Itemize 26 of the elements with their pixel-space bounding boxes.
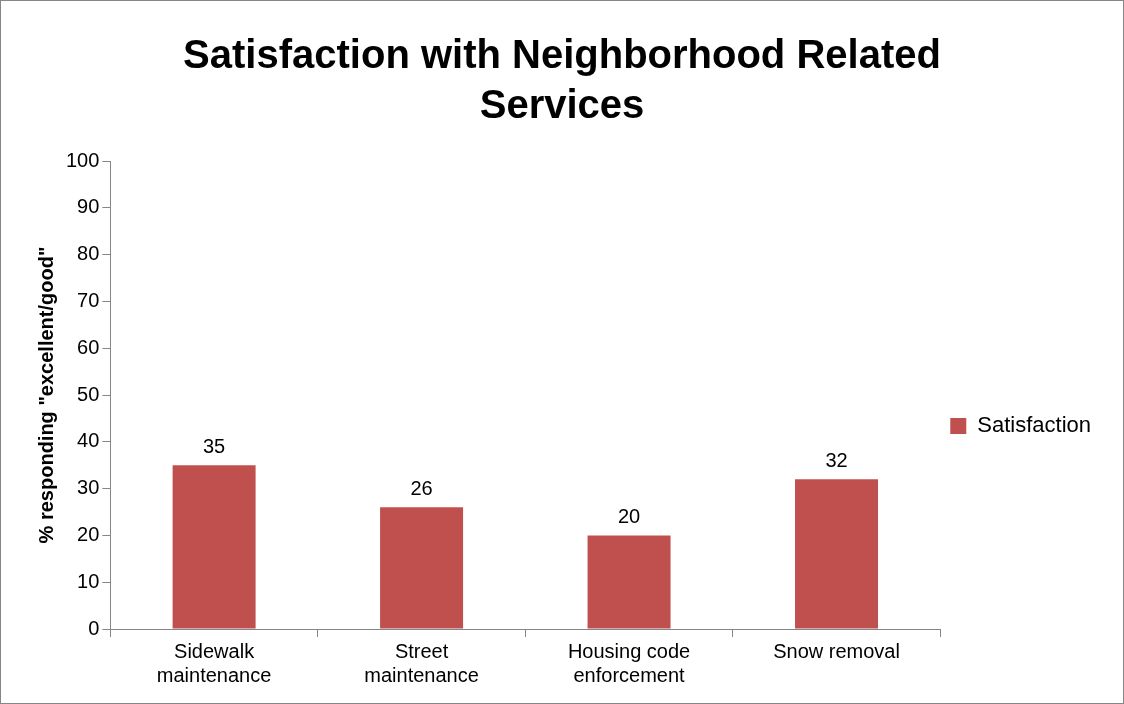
bar: [172, 465, 256, 629]
chart-title: Satisfaction with Neighborhood Related Services: [182, 31, 942, 128]
legend-label: Satisfaction: [977, 412, 1092, 438]
x-tick-label: Street maintenance: [364, 639, 479, 686]
bar: [380, 507, 464, 629]
y-tick-label: 60: [77, 335, 100, 358]
y-tick-label: 80: [77, 242, 100, 265]
data-label: 20: [617, 504, 641, 527]
y-tick-label: 30: [77, 476, 100, 499]
y-tick-label: 90: [77, 195, 100, 218]
data-label: 32: [825, 448, 848, 471]
x-tick-label: Sidewalk maintenance: [156, 639, 272, 686]
y-axis-title: % responding "excellent/good": [34, 246, 57, 544]
x-tick-label: Housing code enforcement: [567, 639, 691, 686]
y-tick-label: 50: [77, 382, 100, 405]
bar: [587, 535, 671, 629]
data-label: 35: [202, 434, 226, 457]
data-label: 26: [410, 476, 433, 499]
y-tick-label: 0: [88, 616, 100, 639]
y-tick-label: 20: [77, 522, 100, 545]
y-tick-label: 100: [65, 148, 100, 171]
bar: [795, 479, 879, 629]
y-tick-label: 40: [77, 429, 100, 452]
y-tick-label: 10: [77, 569, 100, 592]
y-tick-label: 70: [77, 288, 100, 311]
x-tick-label: Snow removal: [773, 639, 900, 662]
